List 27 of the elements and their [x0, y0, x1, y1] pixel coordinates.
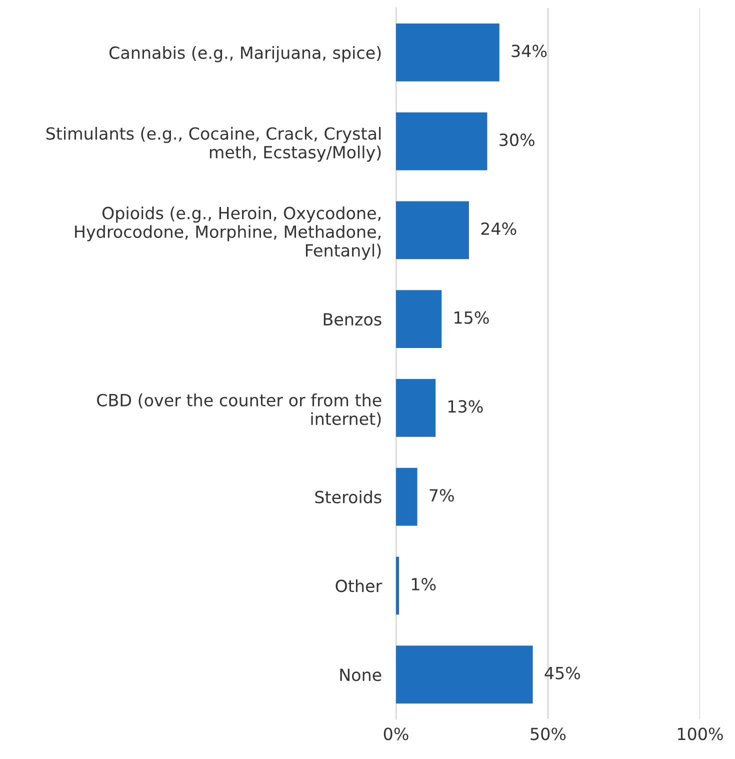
x-tick-label: 50% [530, 728, 566, 740]
bar [396, 112, 488, 170]
y-tick-label: Cannabis (e.g., Marijuana, spice) [109, 46, 381, 62]
y-tick-label: Benzos [324, 313, 382, 326]
data-label: 45% [544, 666, 580, 680]
y-tick-label: Other [336, 579, 382, 592]
y-tick-label: Steroids [315, 490, 382, 504]
bar [396, 24, 500, 82]
y-tick-label: CBD (over the counter or from the internet) [97, 394, 382, 428]
bar [396, 379, 436, 437]
data-label: 13% [448, 400, 483, 413]
x-tick-label: 0% [384, 728, 408, 740]
data-label: 30% [500, 134, 534, 146]
x-tick-label: 100% [678, 728, 723, 740]
bar [396, 468, 418, 526]
y-tick-label: Stimulants (e.g., Cocaine, Crack, Crystal meth, Ecstasy/Molly) [46, 126, 381, 162]
bar [396, 201, 469, 260]
data-label: 34% [512, 44, 547, 58]
data-label: 7% [430, 489, 454, 502]
bar [396, 556, 400, 615]
bar [396, 290, 442, 348]
y-tick-label: None [340, 668, 382, 682]
y-tick-label: Opioids (e.g., Heroin, Oxycodone, Hydrocodone, Morphine, Methadone, Fentanyl) [75, 206, 381, 260]
bar [396, 646, 533, 704]
data-label: 15% [454, 311, 489, 324]
data-label: 1% [412, 578, 436, 591]
data-label: 24% [481, 222, 516, 236]
